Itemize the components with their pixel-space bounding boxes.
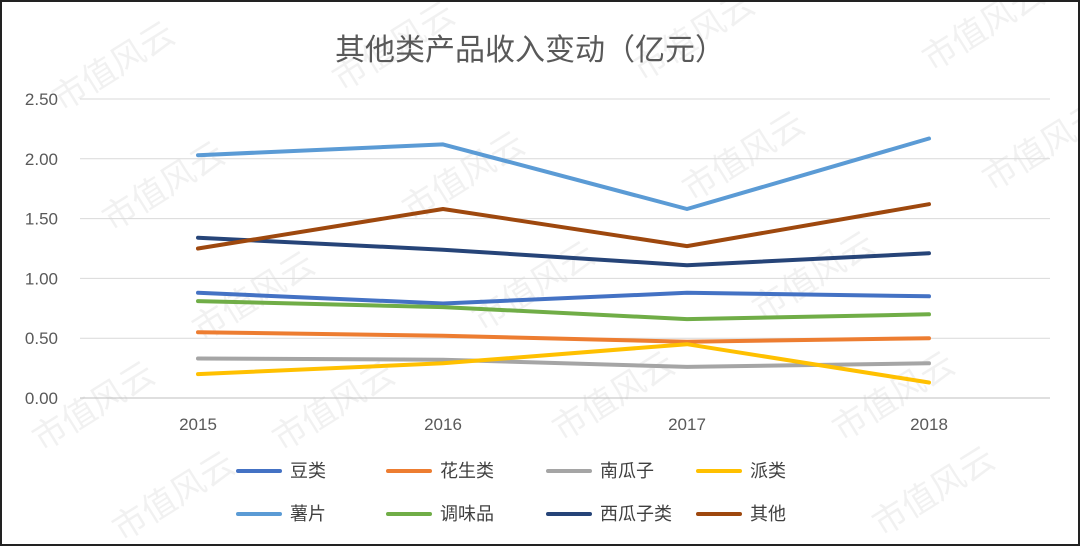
x-axis-ticks: 2015 2016 2017 2018 <box>179 415 948 434</box>
y-tick-label: 0.00 <box>25 389 58 408</box>
watermark-text: 市值风云 <box>976 94 1078 200</box>
legend-item: 花生类 <box>386 461 494 482</box>
legend-item: 南瓜子 <box>546 461 654 482</box>
series-line-西瓜子类 <box>196 235 931 268</box>
watermark-text: 市值风云 <box>866 439 1003 544</box>
y-tick-label: 2.00 <box>25 150 58 169</box>
legend-item: 西瓜子类 <box>546 504 672 525</box>
y-tick-label: 0.50 <box>25 329 58 348</box>
series-line-派类 <box>196 342 931 385</box>
legend-label: 其他 <box>750 504 786 525</box>
legend-label: 南瓜子 <box>600 461 654 482</box>
legend-label: 豆类 <box>290 461 326 482</box>
series-line-豆类 <box>196 290 931 306</box>
legend-item: 派类 <box>696 461 786 482</box>
legend-label: 派类 <box>750 461 786 482</box>
legend-item: 其他 <box>696 504 786 525</box>
x-tick-label: 2016 <box>424 415 462 434</box>
y-tick-label: 2.50 <box>25 90 58 109</box>
legend-item: 豆类 <box>236 461 326 482</box>
y-tick-label: 1.00 <box>25 269 58 288</box>
chart-title: 其他类产品收入变动（亿元） <box>335 33 725 68</box>
legend-label: 西瓜子类 <box>600 504 672 525</box>
series-line-薯片 <box>196 136 931 211</box>
watermark-text: 市值风云 <box>96 134 233 240</box>
x-tick-label: 2018 <box>910 415 948 434</box>
x-tick-label: 2017 <box>668 415 706 434</box>
legend-item: 调味品 <box>386 504 494 525</box>
y-tick-label: 1.50 <box>25 210 58 229</box>
legend-label: 花生类 <box>440 461 494 482</box>
series-line-其他 <box>196 202 931 251</box>
series-line-花生类 <box>196 330 931 344</box>
watermark-text: 市值风云 <box>106 444 243 544</box>
legend-item: 薯片 <box>236 504 326 525</box>
series-lines <box>196 136 931 385</box>
watermark-text: 市值风云 <box>466 234 603 340</box>
watermark-text: 市值风云 <box>546 344 683 450</box>
series-line-调味品 <box>196 299 931 322</box>
x-tick-label: 2015 <box>179 415 217 434</box>
watermark-text: 市值风云 <box>916 2 1053 80</box>
legend-label: 调味品 <box>440 504 494 525</box>
legend-label: 薯片 <box>290 504 326 525</box>
watermark-text: 市值风云 <box>46 14 183 120</box>
y-axis-ticks: 0.00 0.50 1.00 1.50 2.00 2.50 <box>25 90 58 408</box>
